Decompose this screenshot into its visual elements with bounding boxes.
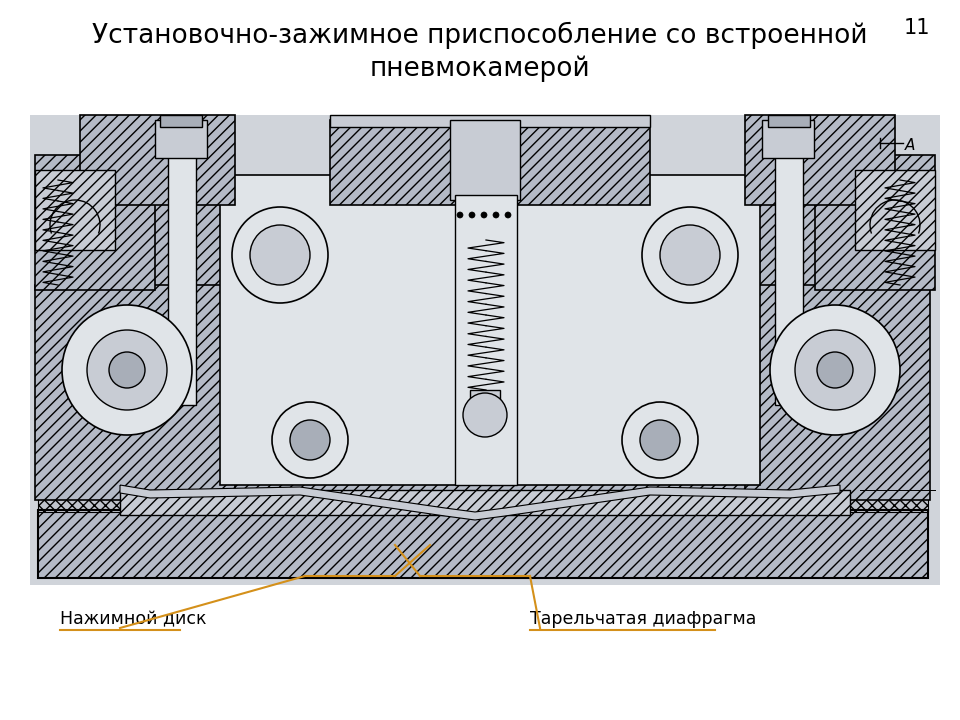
- Circle shape: [817, 352, 853, 388]
- Bar: [38, 510, 928, 578]
- Bar: [80, 115, 235, 205]
- Circle shape: [469, 212, 475, 218]
- PathPatch shape: [120, 485, 840, 520]
- Bar: [118, 200, 858, 495]
- Bar: [855, 170, 935, 250]
- Text: пневмокамерой: пневмокамерой: [370, 55, 590, 81]
- Circle shape: [109, 352, 145, 388]
- Text: A: A: [905, 138, 916, 153]
- Circle shape: [642, 207, 738, 303]
- Circle shape: [250, 225, 310, 285]
- Circle shape: [795, 330, 875, 410]
- Circle shape: [463, 393, 507, 437]
- Text: Установочно-зажимное приспособление со встроенной: Установочно-зажимное приспособление со в…: [92, 22, 868, 49]
- Circle shape: [272, 402, 348, 478]
- Bar: [35, 170, 115, 250]
- Bar: [745, 115, 895, 205]
- Bar: [815, 155, 935, 290]
- Bar: [455, 195, 517, 485]
- Text: Тарельчатая диафрагма: Тарельчатая диафрагма: [530, 610, 756, 628]
- Bar: [450, 120, 520, 200]
- Bar: [470, 390, 500, 408]
- Bar: [330, 120, 650, 205]
- Circle shape: [493, 212, 499, 218]
- Bar: [775, 155, 803, 405]
- Circle shape: [87, 330, 167, 410]
- Text: Нажимной диск: Нажимной диск: [60, 610, 206, 628]
- Text: 11: 11: [903, 18, 930, 38]
- Bar: [38, 490, 928, 512]
- Bar: [168, 155, 196, 405]
- Bar: [30, 115, 940, 585]
- Bar: [35, 155, 155, 290]
- Circle shape: [505, 212, 511, 218]
- Bar: [160, 115, 202, 127]
- Bar: [220, 175, 760, 485]
- Circle shape: [457, 212, 463, 218]
- Bar: [120, 490, 850, 515]
- Bar: [762, 120, 814, 158]
- Bar: [768, 115, 810, 127]
- Circle shape: [481, 212, 487, 218]
- Bar: [330, 115, 650, 127]
- Circle shape: [770, 305, 900, 435]
- Bar: [38, 510, 928, 578]
- Circle shape: [290, 420, 330, 460]
- Bar: [35, 285, 235, 500]
- Circle shape: [62, 305, 192, 435]
- Circle shape: [232, 207, 328, 303]
- Bar: [155, 120, 207, 158]
- Circle shape: [622, 402, 698, 478]
- Circle shape: [660, 225, 720, 285]
- Bar: [745, 285, 930, 500]
- Circle shape: [640, 420, 680, 460]
